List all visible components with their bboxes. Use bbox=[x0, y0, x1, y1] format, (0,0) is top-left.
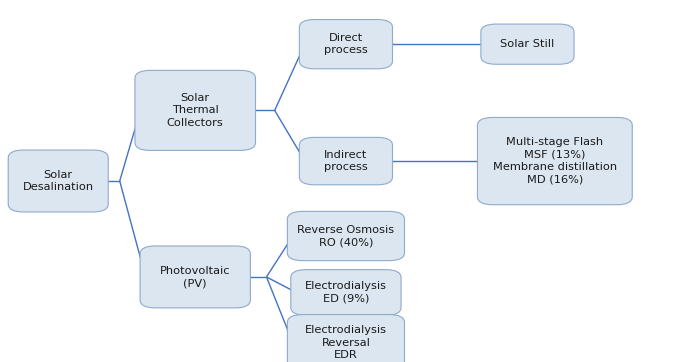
Text: Direct
process: Direct process bbox=[324, 33, 368, 55]
Text: Electrodialysis
Reversal
EDR: Electrodialysis Reversal EDR bbox=[305, 325, 387, 360]
FancyBboxPatch shape bbox=[290, 270, 401, 315]
FancyBboxPatch shape bbox=[299, 20, 393, 69]
Text: Multi-stage Flash
MSF (13%)
Membrane distillation
MD (16%): Multi-stage Flash MSF (13%) Membrane dis… bbox=[493, 138, 617, 185]
FancyBboxPatch shape bbox=[140, 246, 250, 308]
Text: Electrodialysis
ED (9%): Electrodialysis ED (9%) bbox=[305, 281, 387, 304]
Text: Solar
Desalination: Solar Desalination bbox=[23, 170, 94, 192]
FancyBboxPatch shape bbox=[135, 71, 256, 151]
FancyBboxPatch shape bbox=[288, 315, 404, 362]
Text: Solar Still: Solar Still bbox=[500, 39, 555, 49]
Text: Photovoltaic
(PV): Photovoltaic (PV) bbox=[160, 266, 230, 288]
FancyBboxPatch shape bbox=[288, 211, 404, 261]
Text: Indirect
process: Indirect process bbox=[324, 150, 368, 172]
FancyBboxPatch shape bbox=[477, 117, 632, 205]
FancyBboxPatch shape bbox=[481, 24, 574, 64]
FancyBboxPatch shape bbox=[299, 137, 393, 185]
FancyBboxPatch shape bbox=[8, 150, 108, 212]
Text: Reverse Osmosis
RO (40%): Reverse Osmosis RO (40%) bbox=[297, 225, 395, 247]
Text: Solar
Thermal
Collectors: Solar Thermal Collectors bbox=[167, 93, 223, 128]
